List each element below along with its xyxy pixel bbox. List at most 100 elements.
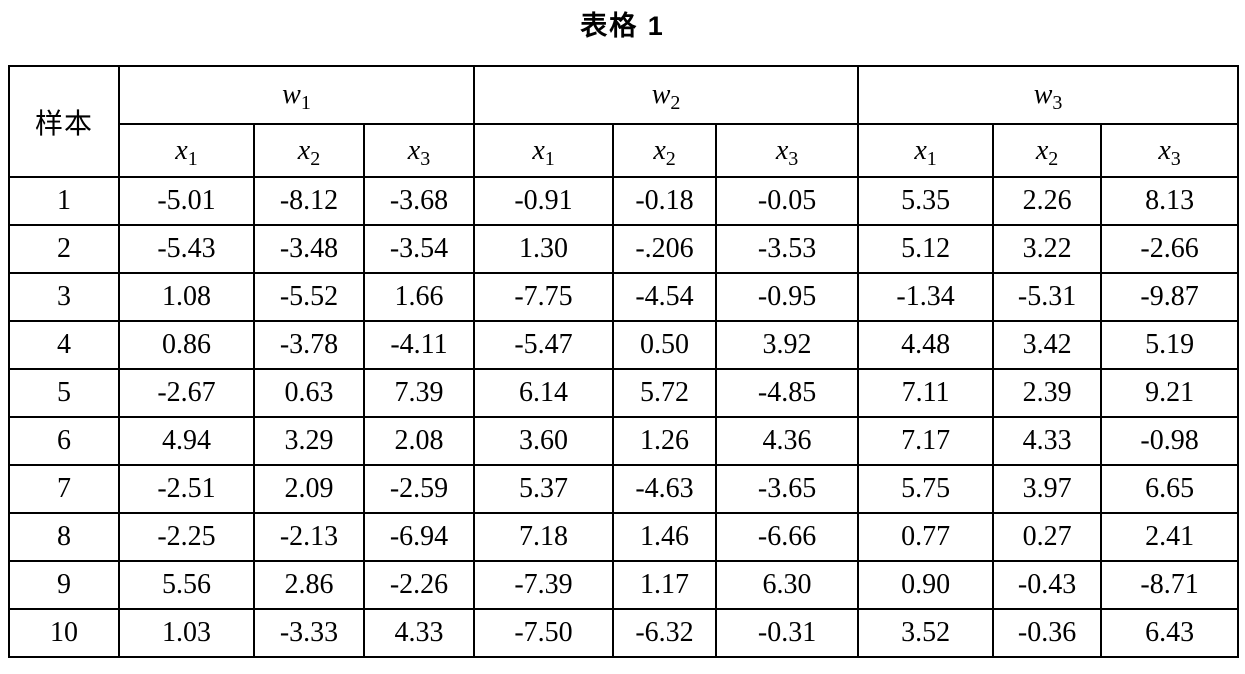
sample-number-cell: 4 <box>8 320 120 370</box>
math-subscript: 3 <box>420 147 431 170</box>
data-cell: -7.50 <box>473 608 615 658</box>
data-cell: 7.17 <box>857 416 995 466</box>
column-group-w1: w1 <box>117 65 476 125</box>
table-row: 8 -2.25 -2.13 -6.94 7.18 1.46 -6.66 0.77 0.27 2.4… <box>8 512 1240 562</box>
data-cell: 2.39 <box>992 368 1103 418</box>
table-row: 10 1.03 -3.33 4.33 -7.50 -6.32 -0.31 3.52 -0.36 6… <box>8 608 1240 658</box>
data-cell: 1.03 <box>118 608 255 658</box>
data-cell: 0.27 <box>992 512 1103 562</box>
data-cell: 0.63 <box>253 368 365 418</box>
data-cell: -2.66 <box>1100 224 1240 274</box>
data-cell: -2.26 <box>362 560 476 610</box>
data-cell: 2.08 <box>362 416 476 466</box>
data-cell: 6.43 <box>1100 608 1240 658</box>
data-cell: 0.77 <box>857 512 995 562</box>
data-cell: 5.75 <box>857 464 995 514</box>
data-cell: 6.65 <box>1100 464 1240 514</box>
math-subscript: 1 <box>544 147 555 170</box>
data-cell: -4.63 <box>612 464 718 514</box>
sample-number-cell: 6 <box>8 416 120 466</box>
data-cell: -0.05 <box>715 176 860 226</box>
data-cell: 5.12 <box>857 224 995 274</box>
math-subscript: 1 <box>187 147 198 170</box>
data-cell: -3.68 <box>362 176 476 226</box>
corner-header-sample: 样本 <box>8 65 120 178</box>
sample-number-cell: 1 <box>8 176 120 226</box>
data-cell: 5.19 <box>1100 320 1240 370</box>
data-cell: -3.33 <box>253 608 365 658</box>
sample-number-cell: 2 <box>8 224 120 274</box>
math-subscript: 3 <box>788 147 799 170</box>
data-cell: 2.26 <box>992 176 1103 226</box>
data-cell: -6.94 <box>362 512 476 562</box>
data-cell: -.206 <box>612 224 718 274</box>
sample-number-cell: 8 <box>8 512 120 562</box>
table-row: 6 4.94 3.29 2.08 3.60 1.26 4.36 7.17 4.33 -0.98 <box>8 416 1240 466</box>
data-cell: 1.66 <box>362 272 476 322</box>
data-cell: -3.54 <box>362 224 476 274</box>
data-cell: 1.17 <box>612 560 718 610</box>
data-cell: -5.31 <box>992 272 1103 322</box>
sub-header-w3-x2: x2 <box>992 123 1103 178</box>
math-subscript: 2 <box>310 147 321 170</box>
sub-header-w3-x3: x3 <box>1100 123 1240 178</box>
data-cell: -2.67 <box>118 368 255 418</box>
math-subscript: 2 <box>670 92 681 114</box>
data-cell: -2.59 <box>362 464 476 514</box>
data-cell: -0.91 <box>473 176 615 226</box>
data-cell: -2.25 <box>118 512 255 562</box>
math-symbol: w <box>282 79 301 110</box>
sub-header-w3-x1: x1 <box>857 123 995 178</box>
data-cell: 5.35 <box>857 176 995 226</box>
table-header: 样本 w1 w2 w3 x1 x2 x3 x1 x2 x3 x1 x2 x3 <box>8 65 1240 178</box>
sub-header-w2-x2: x2 <box>612 123 718 178</box>
data-cell: -0.36 <box>992 608 1103 658</box>
data-cell: -0.95 <box>715 272 860 322</box>
table-title: 表格 1 <box>580 11 665 41</box>
table-row: 9 5.56 2.86 -2.26 -7.39 1.17 6.30 0.90 -0.43 -8.7… <box>8 560 1240 610</box>
data-cell: -7.75 <box>473 272 615 322</box>
data-cell: -9.87 <box>1100 272 1240 322</box>
data-cell: 4.48 <box>857 320 995 370</box>
math-symbol: w <box>1033 79 1053 110</box>
sample-number-cell: 7 <box>8 464 120 514</box>
data-cell: -5.01 <box>118 176 255 226</box>
data-cell: 1.08 <box>118 272 255 322</box>
table-row: 5 -2.67 0.63 7.39 6.14 5.72 -4.85 7.11 2.39 9.21 <box>8 368 1240 418</box>
data-cell: -6.32 <box>612 608 718 658</box>
math-symbol: x <box>175 134 188 166</box>
data-cell: 7.11 <box>857 368 995 418</box>
data-cell: 3.29 <box>253 416 365 466</box>
data-cell: 4.36 <box>715 416 860 466</box>
table-row: 3 1.08 -5.52 1.66 -7.75 -4.54 -0.95 -1.34 -5.31-… <box>8 272 1240 322</box>
math-subscript: 1 <box>926 147 937 170</box>
math-subscript: 3 <box>1170 147 1181 170</box>
column-group-w2: w2 <box>473 65 860 125</box>
data-cell: 4.33 <box>992 416 1103 466</box>
data-cell: 5.37 <box>473 464 615 514</box>
data-cell: -3.53 <box>715 224 860 274</box>
data-cell: 5.56 <box>118 560 255 610</box>
math-symbol: x <box>914 134 927 166</box>
data-cell: -2.13 <box>253 512 365 562</box>
sample-number-cell: 3 <box>8 272 120 322</box>
data-cell: 3.97 <box>992 464 1103 514</box>
data-cell: -0.31 <box>715 608 860 658</box>
math-symbol: w <box>651 79 671 110</box>
data-cell: 3.22 <box>992 224 1103 274</box>
data-cell: 8.13 <box>1100 176 1240 226</box>
data-cell: -5.43 <box>118 224 255 274</box>
math-symbol: x <box>532 134 545 166</box>
data-cell: 9.21 <box>1100 368 1240 418</box>
sample-number-cell: 10 <box>8 608 120 658</box>
data-cell: 1.30 <box>473 224 615 274</box>
math-subscript: 2 <box>1048 147 1059 170</box>
data-cell: 6.14 <box>473 368 615 418</box>
data-cell: -3.78 <box>253 320 365 370</box>
data-cell: -3.65 <box>715 464 860 514</box>
sub-header-w1-x3: x3 <box>362 123 476 178</box>
math-symbol: x <box>653 134 666 166</box>
sample-number-cell: 5 <box>8 368 120 418</box>
sample-data-table: 样本 w1 w2 w3 x1 x2 x3 x1 x2 x3 x1 x2 x3 1 -5.01 -8.12 -3… <box>8 65 1240 658</box>
